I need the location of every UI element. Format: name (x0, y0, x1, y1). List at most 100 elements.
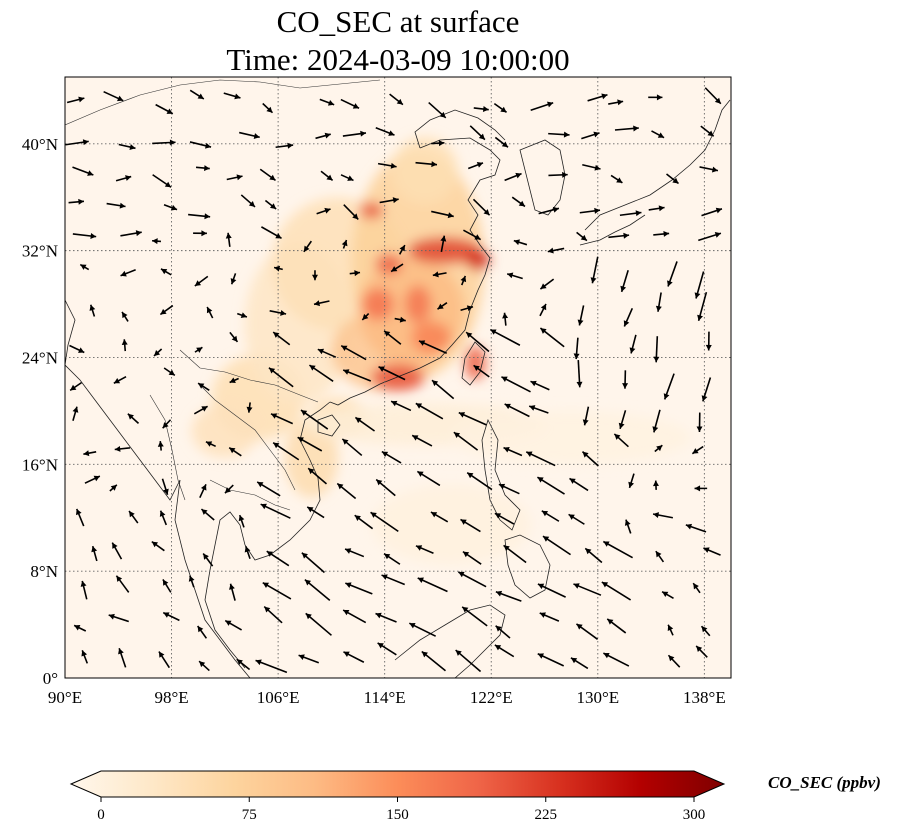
wind-arrow (158, 651, 171, 669)
wind-arrow (494, 644, 515, 658)
coastline-japan-south (579, 214, 646, 246)
wind-arrow (84, 475, 101, 484)
wind-arrow (703, 547, 721, 556)
wind-arrow (667, 654, 681, 668)
wind-arrow (152, 174, 172, 188)
wind-arrow (311, 270, 318, 281)
wind-arrow (263, 605, 283, 624)
wind-arrow (344, 548, 365, 558)
wind-arrow (79, 263, 90, 271)
wind-arrow (570, 657, 589, 670)
colorbar: 0 75 150 225 300 CO_SEC (ppbv) (69, 770, 881, 823)
lon-tick-label: 90°E (48, 688, 82, 707)
wind-arrow (111, 542, 123, 560)
wind-arrow (230, 273, 237, 285)
lat-tick-label: 0° (43, 669, 58, 688)
wind-arrow (694, 271, 705, 299)
wind-arrow (398, 244, 406, 255)
colorbar-tick-label: 75 (242, 807, 257, 823)
wind-arrow (602, 540, 633, 559)
wind-arrow (432, 271, 447, 278)
wind-arrow (80, 580, 88, 600)
wind-arrow (199, 483, 207, 499)
lat-tick-label: 32°N (22, 242, 58, 261)
wind-arrow (194, 346, 203, 353)
concentration-patch (359, 202, 384, 219)
map-frame (64, 76, 732, 679)
wind-arrow (244, 546, 251, 560)
wind-arrow (489, 328, 521, 346)
colorbar-tick-label: 300 (683, 807, 706, 823)
wind-arrow (270, 413, 294, 425)
wind-arrow (226, 174, 243, 181)
wind-arrow (418, 340, 448, 354)
wind-arrow (428, 101, 447, 119)
wind-arrow (465, 331, 490, 353)
wind-arrow (354, 514, 374, 530)
wind-arrow (576, 360, 583, 388)
wind-arrow (189, 89, 205, 100)
wind-arrow (345, 582, 373, 595)
wind-arrow (504, 172, 522, 182)
wind-arrow (606, 618, 627, 634)
wind-arrow (498, 483, 520, 495)
wind-arrow (495, 590, 522, 602)
wind-arrow (608, 232, 630, 239)
wind-arrow (547, 247, 565, 254)
wind-arrow (504, 403, 530, 418)
wind-arrow (381, 450, 402, 464)
wind-arrow (381, 574, 405, 586)
lat-tick-label: 16°N (22, 455, 58, 474)
wind-arrow (379, 197, 399, 204)
wind-arrow (193, 405, 208, 415)
wind-arrow (89, 304, 96, 317)
wind-arrow (525, 451, 556, 467)
colorbar-tick-label: 225 (535, 807, 558, 823)
colorbar-tick-label: 150 (386, 807, 409, 823)
coastline-bay-bengal (65, 299, 76, 366)
wind-arrow (336, 482, 357, 500)
concentration-patch (404, 285, 432, 323)
wind-arrow (619, 210, 642, 217)
wind-arrow (152, 139, 176, 146)
wind-arrow (260, 503, 291, 519)
wind-arrow (431, 379, 455, 400)
wind-arrow (349, 270, 361, 277)
map-panel (64, 76, 732, 679)
wind-arrow (113, 375, 127, 384)
wind-arrow (197, 382, 210, 392)
wind-arrow (691, 445, 704, 455)
wind-arrow (304, 578, 331, 601)
wind-arrow (342, 130, 367, 137)
wind-arrow (197, 625, 208, 639)
wind-arrow (205, 441, 216, 448)
wind-arrow (106, 202, 126, 209)
wind-arrow (614, 125, 639, 132)
wind-arrow (610, 174, 623, 184)
wind-arrow (316, 207, 331, 215)
wind-arrow (628, 473, 635, 489)
wind-arrow (667, 261, 678, 287)
lon-tick-label: 98°E (154, 688, 188, 707)
wind-arrow (268, 367, 294, 388)
wind-arrow (238, 514, 245, 528)
wind-arrow (301, 552, 325, 574)
wind-arrow (120, 230, 142, 237)
wind-arrow (655, 550, 665, 563)
wind-arrow (239, 131, 260, 139)
wind-arrow (655, 292, 662, 312)
wind-arrow (579, 207, 601, 214)
wind-arrow (652, 409, 661, 433)
wind-arrow (157, 441, 164, 451)
wind-arrow (582, 163, 601, 171)
coastline-taiwan (461, 341, 486, 386)
wind-arrow (695, 645, 708, 658)
lon-tick-label: 114°E (364, 688, 406, 707)
wind-arrow (469, 125, 486, 141)
wind-arrow (502, 312, 509, 326)
wind-arrow (705, 331, 712, 351)
lat-tick-label: 40°N (22, 135, 58, 154)
wind-arrow (121, 339, 128, 352)
wind-arrow (155, 103, 174, 115)
